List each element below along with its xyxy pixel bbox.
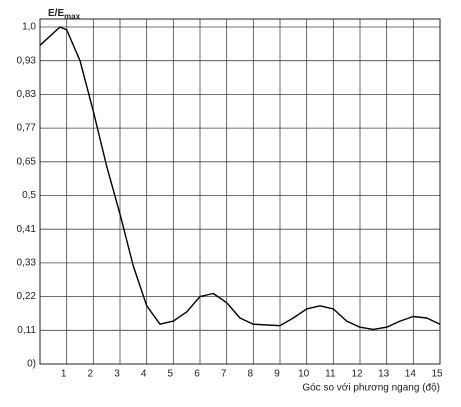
x-tick-label: 5	[168, 369, 174, 380]
y-title-sub: max	[64, 12, 81, 21]
x-tick-label: 2	[88, 369, 94, 380]
x-tick-label: 11	[325, 369, 336, 380]
x-tick-label: 7	[221, 369, 227, 380]
y-tick-label: 0,83	[17, 89, 37, 100]
y-tick-label: 0,77	[17, 123, 37, 134]
y-title-main: E/E	[48, 8, 64, 19]
x-tick-label: 10	[298, 369, 310, 380]
y-tick-label: 0,93	[17, 55, 37, 66]
x-tick-label: 6	[194, 369, 200, 380]
curve	[39, 26, 441, 331]
x-tick-label: 14	[405, 369, 417, 380]
y-tick-label: 0,5	[22, 190, 36, 201]
x-tick-label: 8	[248, 369, 254, 380]
y-tick-label: 0,41	[17, 224, 37, 235]
x-tick-label: 9	[274, 369, 280, 380]
y-tick-label: 0,11	[17, 325, 36, 336]
x-tick-label: 1	[61, 369, 67, 380]
x-tick-label: 3	[114, 369, 120, 380]
x-tick-label: 15	[431, 369, 443, 380]
y-tick-label: 0,33	[17, 258, 37, 269]
y-axis-title: E/Emax	[48, 8, 81, 21]
x-axis-title: Góc so với phương ngang (độ)	[302, 383, 440, 394]
plot-frame	[39, 18, 441, 365]
y-tick-label: 0,22	[17, 291, 37, 302]
x-tick-label: 4	[141, 369, 147, 380]
y-tick-label: 0,65	[17, 156, 37, 167]
x-tick-label: 12	[351, 369, 363, 380]
x-tick-label: 13	[378, 369, 390, 380]
y-tick-label: 1,0	[22, 22, 36, 33]
y-tick-label: 0)	[27, 359, 36, 370]
